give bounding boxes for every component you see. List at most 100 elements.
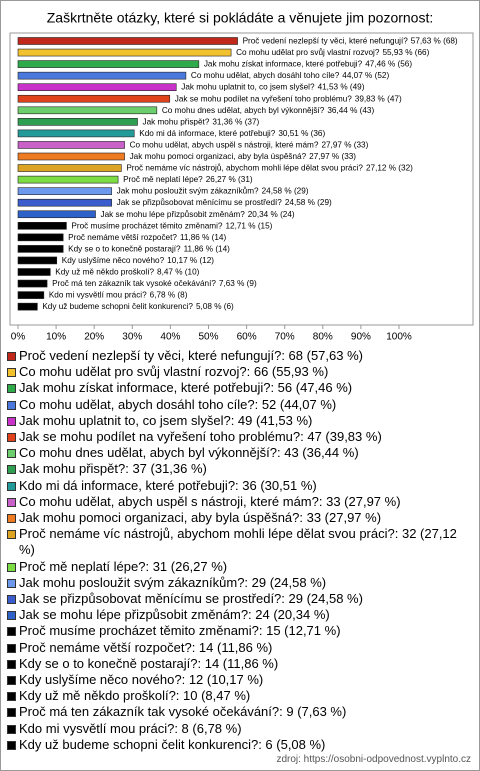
legend-label: Proč nemáme víc nástrojů, abychom mohli … [19,526,457,558]
bar-label: Co mohu dnes udělat, abych byl výkonnějš… [162,106,375,115]
legend-swatch [7,400,16,410]
bar [17,164,122,172]
legend-label: Kdy už mě někdo proškolí?: 10 (8,47 %) [19,688,251,704]
legend-label: Jak mohu přispět?: 37 (31,36 %) [19,461,207,477]
legend-item: Co mohu udělat, abych uspěl s nástroji, … [7,494,473,510]
bar [17,83,177,91]
plot-frame [9,32,474,326]
legend-swatch [7,449,16,459]
bar-category: Kdy uslyšíme něco nového? [62,256,165,265]
legend-label: Proč mě neplatí lépe?: 31 (26,27 %) [19,558,228,574]
bar-value-label: 8,47 % (10) [157,268,200,277]
legend-item: Jak se přizpůsobovat měnícímu se prostře… [7,591,473,607]
legend-item: Jak mohu pomoci organizaci, aby byla úsp… [7,510,473,526]
bar-value-label: 41,53 % (49) [318,83,365,92]
bar [17,256,58,265]
legend-item: Jak mohu posloužit svým zákazníkům?: 29 … [7,575,473,591]
bar-category: Proč mě neplatí lépe? [123,175,203,184]
legend-swatch [7,416,16,426]
bar [17,129,135,138]
bar-label: Kdy uslyšíme něco nového? 10,17 % (12) [62,256,215,265]
x-tick-label: 50% [198,332,218,343]
bar-category: Jak mohu posloužit svým zákazníkům? [117,186,259,196]
bar [17,233,64,242]
bar-label: Proč mě neplatí lépe? 26,27 % (31) [123,175,253,184]
x-tick-label: 70% [275,332,295,343]
bar [17,152,125,161]
legend-swatch [7,465,16,475]
legend-swatch [7,530,16,540]
legend-swatch [7,368,16,378]
bar-category: Kdy už budeme schopni čelit konkurenci? [42,302,193,311]
bar-label: Jak mohu pomoci organizaci, aby byla úsp… [130,152,357,161]
x-tick-label: 40% [160,332,180,343]
legend-label: Jak mohu uplatnit to, co jsem slyšel?: 4… [19,412,313,428]
legend-item: Jak se mohu podílet na vyřešení toho pro… [7,429,473,445]
bar [17,210,96,219]
legend-swatch [7,514,16,524]
x-tick-label: 80% [313,332,333,343]
bar [17,222,67,230]
bar [17,37,238,45]
bar-value-label: 10,17 % (12) [167,256,214,265]
legend-swatch [7,611,16,621]
bar-value-label: 47,46 % (56) [365,60,412,69]
legend-item: Kdy se o to konečně postarají?: 14 (11,8… [7,656,473,672]
x-tick-label: 100% [386,332,412,343]
bar-value-label: 39,83 % (47) [355,94,402,103]
bar-category: Proč nemáme víc nástrojů, abychom mohli … [126,163,363,173]
bar-category: Proč musíme procházet těmito změnami? [71,221,223,230]
bar-label: Jak mohu posloužit svým zákazníkům? 24,58… [117,186,309,196]
legend-label: Co mohu udělat, abych uspěl s nástroji, … [19,493,401,509]
legend-item: Co mohu dnes udělat, abych byl výkonnějš… [7,445,473,461]
bar-category: Jak mohu pomoci organizaci, aby byla úsp… [130,152,307,161]
legend-item: Kdy uslyšíme něco nového?: 12 (10,17 %) [7,672,473,688]
bar-label: Kdo mi dá informace, které potřebuji? 30,… [139,129,325,138]
bar-value-label: 7,63 % (9) [219,279,257,288]
legend-swatch [7,692,16,702]
bar-label: Jak mohu uplatnit to, co jsem slyšel? 41,… [181,83,364,92]
bar-value-label: 27,97 % (33) [321,141,368,150]
legend-item: Jak mohu uplatnit to, co jsem slyšel?: 4… [7,413,473,429]
chart-title: Zaškrtněte otázky, které si pokládáte a … [47,10,434,26]
legend-item: Jak mohu získat informace, které potřebu… [7,380,473,396]
legend-item: Proč má ten zákazník tak vysoké očekáván… [7,704,473,720]
bar-category: Kdo mi dá informace, které potřebuji? [139,129,276,138]
bar-label: Proč vedení nezlepší ty věci, které nefu… [243,37,458,46]
legend-item: Proč nemáme větší rozpočet?: 14 (11,86 %… [7,640,473,656]
legend-swatch [7,352,16,361]
legend-item: Kdy už mě někdo proškolí?: 10 (8,47 %) [7,688,473,704]
bars: Proč vedení nezlepší ty věci, které nefu… [17,37,458,311]
bar-label: Kdy už mě někdo proškolí? 8,47 % (10) [55,268,199,277]
source: zdroj: https://osobni-odpovednost.vyplnt… [276,754,471,765]
bar-category: Kdo mi vysvětlí mou práci? [49,291,147,300]
legend-label: Kdo mi vysvětlí mou práci?: 8 (6,78 %) [19,720,242,736]
legend-label: Proč má ten zákazník tak vysoké očekáván… [19,704,347,720]
legend-label: Proč musíme procházet těmito změnami?: 1… [19,623,341,639]
bar-label: Proč nemáme víc nástrojů, abychom mohli … [126,163,413,173]
bar-value-label: 6,78 % (8) [150,291,188,300]
bar-category: Proč vedení nezlepší ty věci, které nefu… [243,37,409,46]
legend-swatch [7,433,16,443]
bar-label: Proč musíme procházet těmito změnami? 12,… [71,221,272,230]
bar-category: Proč má ten zákazník tak vysoké očekáván… [52,279,216,288]
bar-value-label: 27,12 % (32) [366,164,413,173]
legend-label: Kdo mi dá informace, které potřebuji?: 3… [19,477,317,493]
bar-label: Kdy se o to konečně postarají? 11,86 % (1… [68,245,230,254]
legend-item: Proč nemáme víc nástrojů, abychom mohli … [7,526,473,558]
bar-category: Co mohu udělat, abych dosáhl toho cíle? [191,71,340,80]
bar-category: Co mohu udělat, abych uspěl s nástroji, … [130,141,319,150]
bar [17,106,158,115]
bar-value-label: 5,08 % (6) [196,302,234,311]
bar-category: Co mohu dnes udělat, abych byl výkonnějš… [162,106,325,115]
bar-value-label: 24,58 % (29) [285,198,332,207]
bar-category: Jak mohu uplatnit to, co jsem slyšel? [181,83,315,92]
bar-label: Jak se mohu podílet na vyřešení toho pro… [175,94,402,103]
legend-label: Jak se mohu podílet na vyřešení toho pro… [19,429,382,445]
legend-item: Proč mě neplatí lépe?: 31 (26,27 %) [7,559,473,575]
legend-swatch [7,708,16,718]
bar [17,291,45,299]
bar-label: Kdy už budeme schopni čelit konkurenci? 5… [42,302,234,311]
legend-label: Jak se přizpůsobovat měnícímu se prostře… [19,591,363,607]
legend-swatch [7,578,16,588]
